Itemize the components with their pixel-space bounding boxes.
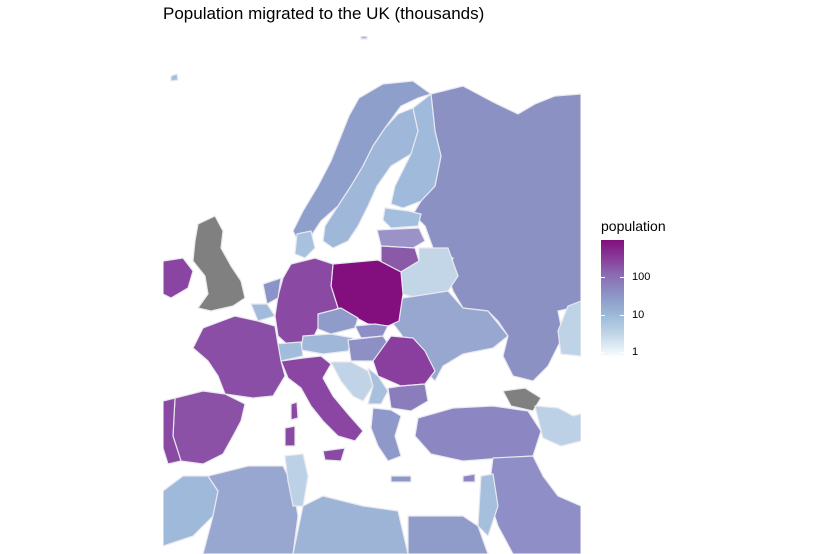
region-kazakhstan xyxy=(557,300,581,357)
legend-title: population xyxy=(601,218,666,234)
region-corsica xyxy=(290,401,299,421)
region-finland xyxy=(390,93,442,209)
region-iceland-edge xyxy=(170,73,179,82)
legend-tick-label: 1 xyxy=(632,346,639,358)
region-ireland xyxy=(163,257,194,299)
europe-map xyxy=(163,36,581,554)
region-estonia xyxy=(382,207,422,229)
region-austria xyxy=(300,333,354,355)
region-turkey xyxy=(414,405,542,462)
region-italy xyxy=(280,355,364,442)
region-belgium xyxy=(250,303,276,322)
region-greece xyxy=(370,407,402,462)
legend-tick-label: 10 xyxy=(632,309,645,321)
region-serbia xyxy=(367,367,389,405)
region-sicily xyxy=(322,447,346,462)
region-slovakia xyxy=(354,323,389,339)
region-balkans-west xyxy=(330,361,374,402)
region-crete xyxy=(390,475,412,483)
legend: population 100 10 1 xyxy=(601,218,666,358)
region-georgia xyxy=(502,387,542,412)
chart-title: Population migrated to the UK (thousands… xyxy=(163,4,485,23)
region-latvia xyxy=(376,227,426,249)
region-france xyxy=(192,315,286,399)
region-middle-east xyxy=(487,455,581,554)
region-bulgaria xyxy=(387,383,429,412)
region-cyprus xyxy=(462,473,476,483)
legend-color-bar xyxy=(601,240,624,356)
region-netherlands xyxy=(262,277,282,305)
region-denmark xyxy=(294,230,316,259)
region-spain xyxy=(172,390,246,465)
region-algeria xyxy=(202,465,299,554)
region-levant xyxy=(477,473,499,537)
region-libya xyxy=(292,495,409,554)
region-czech xyxy=(317,307,359,335)
region-united-kingdom xyxy=(192,215,246,312)
region-portugal xyxy=(163,397,182,465)
region-svalbard xyxy=(360,36,368,40)
region-egypt xyxy=(407,515,489,554)
legend-tick-label: 100 xyxy=(632,271,651,283)
region-caucasus-south xyxy=(534,405,581,447)
region-sardinia xyxy=(284,425,296,447)
